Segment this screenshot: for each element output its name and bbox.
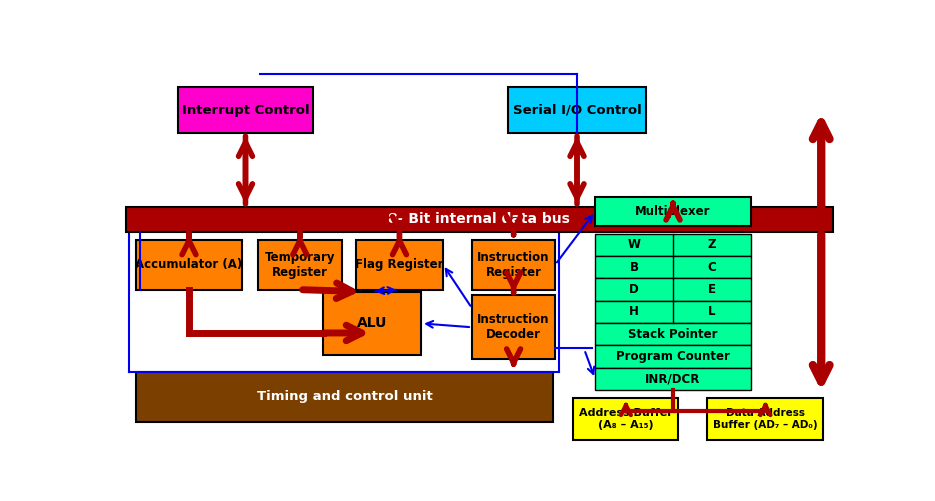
FancyBboxPatch shape bbox=[596, 233, 751, 256]
FancyBboxPatch shape bbox=[596, 345, 751, 368]
FancyBboxPatch shape bbox=[708, 398, 824, 440]
Text: C: C bbox=[708, 261, 716, 274]
FancyBboxPatch shape bbox=[596, 368, 751, 390]
Text: W: W bbox=[627, 238, 640, 252]
FancyBboxPatch shape bbox=[137, 239, 241, 290]
FancyBboxPatch shape bbox=[596, 279, 751, 301]
Text: D: D bbox=[629, 283, 639, 296]
FancyBboxPatch shape bbox=[125, 207, 833, 232]
Text: Timing and control unit: Timing and control unit bbox=[257, 390, 433, 403]
Text: 8- Bit internal data bus: 8- Bit internal data bus bbox=[388, 212, 570, 226]
Text: Stack Pointer: Stack Pointer bbox=[628, 328, 718, 341]
FancyBboxPatch shape bbox=[573, 398, 679, 440]
Text: Address Buffer
(A₈ – A₁₅): Address Buffer (A₈ – A₁₅) bbox=[579, 408, 673, 430]
FancyBboxPatch shape bbox=[472, 239, 555, 290]
Text: Program Counter: Program Counter bbox=[616, 350, 730, 363]
Text: Serial I/O Control: Serial I/O Control bbox=[512, 104, 641, 117]
Text: Instruction
Register: Instruction Register bbox=[478, 250, 550, 279]
Text: ALU: ALU bbox=[357, 317, 387, 330]
FancyBboxPatch shape bbox=[596, 256, 751, 279]
Text: Flag Register: Flag Register bbox=[355, 258, 444, 271]
Text: Data Address
Buffer (AD₇ – AD₀): Data Address Buffer (AD₇ – AD₀) bbox=[713, 408, 818, 430]
FancyBboxPatch shape bbox=[596, 323, 751, 345]
Text: Multiplexer: Multiplexer bbox=[635, 205, 711, 218]
Text: L: L bbox=[708, 305, 715, 318]
FancyBboxPatch shape bbox=[596, 197, 751, 226]
Text: H: H bbox=[629, 305, 639, 318]
Text: E: E bbox=[708, 283, 716, 296]
Text: Accumulator (A): Accumulator (A) bbox=[136, 258, 242, 271]
Text: Instruction
Decoder: Instruction Decoder bbox=[478, 313, 550, 341]
Text: Z: Z bbox=[708, 238, 716, 252]
Text: Temporary
Register: Temporary Register bbox=[265, 250, 335, 279]
FancyBboxPatch shape bbox=[324, 292, 421, 355]
FancyBboxPatch shape bbox=[179, 87, 312, 133]
Text: B: B bbox=[629, 261, 639, 274]
FancyBboxPatch shape bbox=[258, 239, 341, 290]
FancyBboxPatch shape bbox=[137, 372, 554, 422]
FancyBboxPatch shape bbox=[596, 301, 751, 323]
FancyBboxPatch shape bbox=[356, 239, 443, 290]
Text: INR/DCR: INR/DCR bbox=[645, 372, 700, 385]
FancyBboxPatch shape bbox=[509, 87, 646, 133]
Text: Interrupt Control: Interrupt Control bbox=[181, 104, 309, 117]
FancyBboxPatch shape bbox=[472, 296, 555, 359]
